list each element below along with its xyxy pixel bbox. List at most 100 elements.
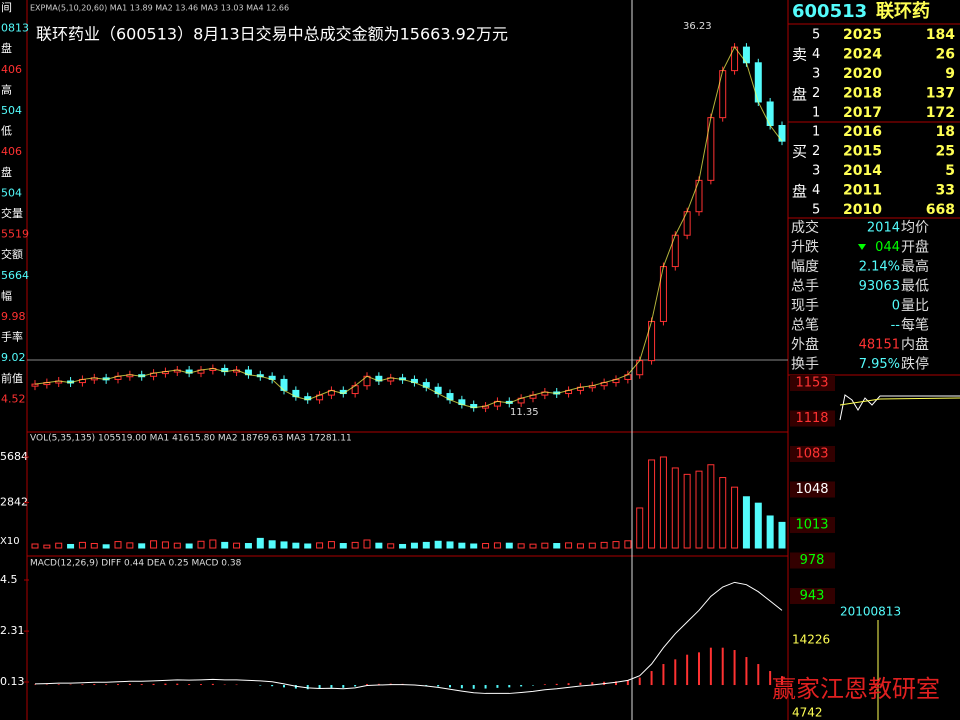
volume: 668 <box>926 202 955 218</box>
volume-bar <box>197 540 205 549</box>
volume-bar <box>410 542 418 549</box>
legend: EXPMA(5,10,20,60) MA1 13.89 MA2 13.46 MA… <box>30 4 289 13</box>
stat-label: 现手 <box>791 298 819 314</box>
level: 1 <box>812 106 820 121</box>
stat-value: 48151 <box>859 338 900 353</box>
price: 2018 <box>843 86 882 102</box>
price: 2011 <box>843 183 882 199</box>
volume-bar <box>422 541 430 549</box>
volume-bar <box>719 477 727 549</box>
price: 2017 <box>843 105 882 121</box>
level: 3 <box>812 164 820 179</box>
price: 2014 <box>843 163 882 179</box>
stat-value: 2014 <box>867 221 900 236</box>
volume-bar <box>126 542 134 549</box>
tick-box <box>790 446 835 462</box>
vol-legend: VOL(5,35,135) 105519.00 MA1 41615.80 MA2… <box>30 434 352 444</box>
volume-bar <box>731 486 739 549</box>
volume-bar <box>588 542 596 549</box>
volume-bar <box>624 540 632 549</box>
volume-bar <box>541 542 549 549</box>
side-label: 交量 <box>1 206 23 220</box>
side-caption: 盘 <box>792 183 807 201</box>
volume-bar <box>636 507 644 549</box>
volume-bar <box>327 541 335 549</box>
volume-bar <box>304 543 312 549</box>
volume-bar <box>529 543 537 549</box>
side-caption: 买 <box>792 143 807 161</box>
stat-value: 044 <box>875 240 900 255</box>
volume-bar <box>671 467 679 549</box>
volume: 5 <box>945 163 955 179</box>
volume: 9 <box>945 66 955 82</box>
volume-bar <box>505 542 513 549</box>
volume-bar <box>695 470 703 549</box>
volume-bar <box>659 456 667 549</box>
side-label: 交额 <box>1 247 23 261</box>
y-tick-label: 943 <box>800 589 825 604</box>
stat-value: 7.95% <box>859 357 900 372</box>
side-label: 9.02 <box>1 351 26 364</box>
down-arrow <box>858 244 866 250</box>
price: 2015 <box>843 144 882 160</box>
y-tick-label: 1083 <box>795 447 828 462</box>
side-caption: 盘 <box>792 86 807 104</box>
y-tick-label: 1048 <box>795 482 828 497</box>
volume-bar <box>161 541 169 549</box>
volume: 184 <box>926 27 955 43</box>
level: 5 <box>812 203 820 218</box>
y-tick-label: 978 <box>800 553 825 568</box>
side-label: 406 <box>1 63 22 76</box>
side-label: 4.52 <box>1 392 26 405</box>
side-label: 低 <box>1 125 12 138</box>
volume-bar <box>90 543 98 549</box>
side-label: 盘 <box>1 165 12 179</box>
side-label: 手率 <box>1 330 23 344</box>
stat-label: 最低 <box>901 279 929 295</box>
stat-value: 2.14% <box>859 260 900 275</box>
caption: 联环药业（600513）8月13日交易中总成交金额为15663.92万元 <box>36 25 508 44</box>
unit-label: X10 <box>0 536 20 547</box>
volume-bar <box>446 541 454 549</box>
diff-line <box>34 581 783 694</box>
volume-bar <box>363 539 371 549</box>
volume-bar <box>256 537 264 549</box>
y-tick-label: 1153 <box>795 376 828 391</box>
volume-bar <box>67 543 75 549</box>
stat-value: 0 <box>892 299 900 314</box>
volume-bar <box>114 541 122 549</box>
side-label: 前值 <box>1 371 23 385</box>
y-tick-label: 1118 <box>795 411 828 426</box>
price: 2024 <box>843 47 882 63</box>
volume-bar <box>150 540 158 549</box>
stat-label: 换手 <box>791 356 819 373</box>
volume-bar <box>754 502 762 549</box>
price: 2010 <box>843 202 882 218</box>
close-line <box>34 46 783 409</box>
volume-bar <box>339 543 347 549</box>
stat-label: 内盘 <box>901 336 929 353</box>
price: 2025 <box>843 27 882 43</box>
volume-bar <box>280 541 288 549</box>
volume-bar <box>173 542 181 549</box>
volume-bar <box>707 464 715 549</box>
level: 1 <box>812 125 820 140</box>
y-tick-label: 2842 <box>0 496 28 509</box>
side-label: 盘 <box>1 41 12 55</box>
macd-legend: MACD(12,26,9) DIFF 0.44 DEA 0.25 MACD 0.… <box>30 559 242 569</box>
volume-bar <box>185 543 193 549</box>
volume-bar <box>517 543 525 549</box>
low-label: 11.35 <box>510 407 539 418</box>
stat-label: 总笔 <box>791 318 819 334</box>
volume-bar <box>742 496 750 549</box>
volume-bar <box>209 539 217 549</box>
tick-box <box>790 517 835 533</box>
level: 3 <box>812 67 820 82</box>
stock-name: 联环药 <box>876 0 930 22</box>
level: 4 <box>812 183 820 198</box>
volume-bar <box>221 541 229 549</box>
volume: 18 <box>936 124 955 140</box>
stock-code: 600513 <box>792 1 867 22</box>
y-tick-label: 0.13 <box>0 675 25 688</box>
volume-bar <box>683 473 691 549</box>
